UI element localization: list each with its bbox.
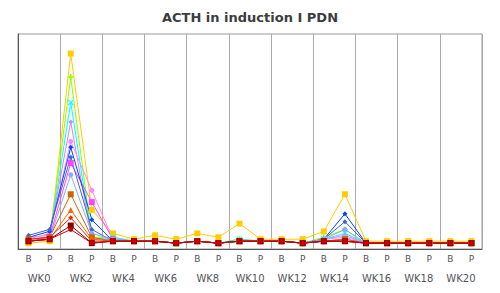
svg-text:P: P (342, 254, 348, 264)
svg-text:P: P (89, 254, 95, 264)
svg-text:B: B (321, 254, 327, 264)
svg-text:B: B (194, 254, 200, 264)
svg-text:B: B (279, 254, 285, 264)
svg-text:WK16: WK16 (362, 273, 391, 284)
svg-text:ACTH in induction I PDN: ACTH in induction I PDN (162, 10, 338, 25)
svg-text:WK20: WK20 (446, 273, 475, 284)
svg-text:WK14: WK14 (320, 273, 349, 284)
svg-text:B: B (405, 254, 411, 264)
svg-text:P: P (384, 254, 390, 264)
svg-text:WK0: WK0 (28, 273, 51, 284)
svg-text:WK8: WK8 (196, 273, 219, 284)
svg-text:WK12: WK12 (278, 273, 307, 284)
svg-text:WK4: WK4 (112, 273, 135, 284)
svg-text:P: P (469, 254, 475, 264)
svg-text:WK2: WK2 (70, 273, 93, 284)
svg-text:WK18: WK18 (404, 273, 433, 284)
svg-text:P: P (300, 254, 306, 264)
svg-text:B: B (152, 254, 158, 264)
svg-text:B: B (447, 254, 453, 264)
svg-text:WK10: WK10 (235, 273, 264, 284)
svg-text:B: B (236, 254, 242, 264)
svg-text:P: P (258, 254, 264, 264)
svg-text:P: P (427, 254, 433, 264)
svg-text:P: P (216, 254, 222, 264)
svg-text:B: B (110, 254, 116, 264)
svg-text:P: P (47, 254, 53, 264)
svg-text:B: B (68, 254, 74, 264)
svg-text:P: P (131, 254, 137, 264)
svg-text:P: P (173, 254, 179, 264)
svg-text:B: B (363, 254, 369, 264)
svg-text:B: B (25, 254, 31, 264)
svg-text:WK6: WK6 (154, 273, 177, 284)
